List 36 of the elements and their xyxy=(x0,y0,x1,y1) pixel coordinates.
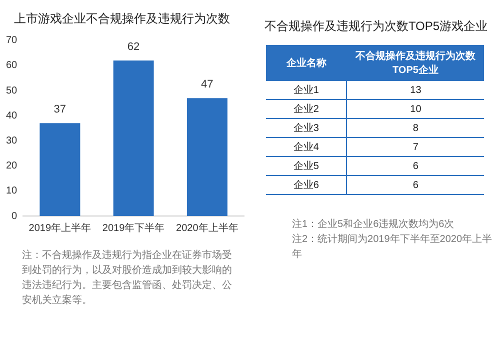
y-tick-label: 0 xyxy=(12,210,18,222)
text: 企业名称 xyxy=(285,56,328,71)
category-label: 企业1 xyxy=(266,81,347,100)
category-label: 企业3 xyxy=(266,118,347,138)
data-label: 47 xyxy=(201,78,214,91)
data-label: 8 xyxy=(346,118,484,138)
y-tick-label: 50 xyxy=(6,85,18,96)
data-label: 62 xyxy=(127,41,140,53)
category-label: 企业6 xyxy=(266,176,347,194)
text: 注1：企业5和企业6违规次数均为6次 xyxy=(292,218,456,232)
y-tick-label: 10 xyxy=(6,186,18,197)
data-label: 10 xyxy=(346,100,484,118)
x-tick-label: 2019年下半年 xyxy=(102,222,165,234)
x-tick-label: 2019年上半年 xyxy=(28,222,92,234)
y-tick-label: 30 xyxy=(6,135,18,146)
bar xyxy=(113,60,154,216)
y-tick-label: 40 xyxy=(6,110,18,122)
text: 注：不合规操作及违规行为指企业在证券市场受到处罚的行为，以及对股价造成加到较大影响的违法违纪行为。主要包含监管函、处罚决定、公安机关立案等。 xyxy=(22,248,233,308)
y-tick-label: 70 xyxy=(6,35,18,46)
text: 不合规操作及违规行为次数TOP5游戏企业 xyxy=(263,18,489,35)
chart-title: 上市游戏企业不合规操作及违规行为次数 xyxy=(14,12,230,26)
text: 注2：统计期间为2019年下半年至2020年上半年 xyxy=(292,232,494,262)
data-label: 13 xyxy=(346,81,484,100)
data-label: 6 xyxy=(346,176,484,194)
y-tick-label: 60 xyxy=(6,60,18,72)
category-label: 企业5 xyxy=(266,156,347,176)
x-tick-label: 2020年上半年 xyxy=(176,222,238,234)
data-label: 6 xyxy=(346,156,484,176)
category-label: 企业4 xyxy=(266,138,347,156)
bar xyxy=(40,123,80,216)
text: 不合规操作及违规行为次数TOP5企业 xyxy=(354,50,476,78)
category-label: 企业2 xyxy=(266,100,347,118)
data-label: 7 xyxy=(346,138,484,156)
bar xyxy=(186,98,228,216)
y-tick-label: 20 xyxy=(6,160,18,172)
data-label: 37 xyxy=(54,104,66,116)
